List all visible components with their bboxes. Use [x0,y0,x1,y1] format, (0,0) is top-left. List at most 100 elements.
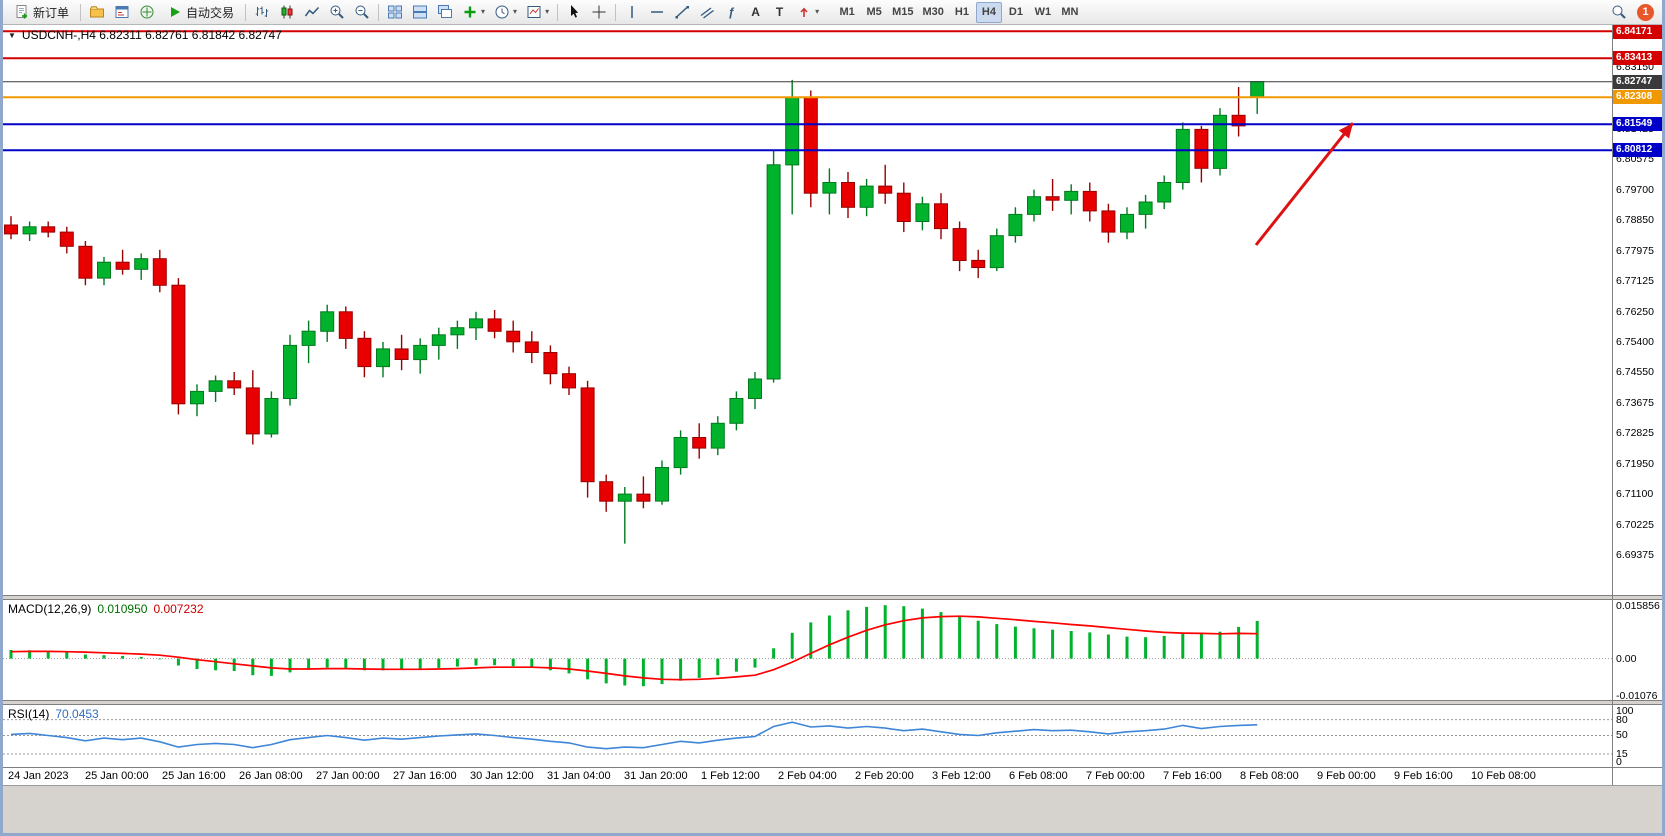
price-line-badge: 6.81549 [1613,117,1662,131]
price-line-badge: 6.80812 [1613,143,1662,157]
channel-tool-button[interactable] [695,2,719,23]
time-axis-label: 31 Jan 04:00 [547,770,611,782]
panel-divider[interactable] [3,700,1612,705]
time-axis-label: 24 Jan 2023 [8,770,69,782]
price-axis-label: 6.72825 [1616,427,1654,439]
market-watch-icon [115,6,129,18]
separator [615,3,617,21]
time-axis-label: 2 Feb 20:00 [855,770,914,782]
line-chart-button[interactable] [300,2,324,23]
auto-trading-button[interactable]: 自动交易 [160,2,241,23]
symbol-ohlc-text: USDCNH-,H4 6.82311 6.82761 6.81842 6.827… [21,28,282,42]
chevron-down-icon: ▾ [513,7,518,16]
timeframe-button-h4[interactable]: H4 [975,1,1002,23]
notification-badge[interactable]: 1 [1637,3,1654,21]
zoom-in-button[interactable] [325,2,349,23]
crosshair-tool-button[interactable] [587,2,611,23]
cursor-tool-button[interactable] [562,2,586,23]
timeframe-button-m30[interactable]: M30 [922,6,944,18]
rsi-axis-label: 100 [1616,705,1634,717]
time-axis-label: 2 Feb 04:00 [778,770,837,782]
rsi-chart-canvas [3,719,1612,755]
rsi-axis-label: 15 [1616,748,1628,760]
macd-label: MACD(12,26,9) [8,602,92,616]
time-axis-label: 9 Feb 16:00 [1394,770,1453,782]
time-axis[interactable]: 24 Jan 2023 25 Jan 00:00 25 Jan 16:00 26 Ja… [3,767,1612,785]
rsi-panel[interactable]: RSI(14) 70.0453 [3,705,1612,767]
timeframe-group: M1 M5 M15 M30 H1 H4 D1 W1 MN [834,1,1083,23]
macd-axis[interactable]: 0.015856 0.00 -0.01076 [1613,600,1662,700]
rsi-axis-label: 0 [1616,756,1622,767]
price-axis-label: 6.78850 [1616,214,1654,226]
candlestick-chart-canvas [3,30,1612,544]
macd-panel[interactable]: MACD(12,26,9) 0.010950 0.007232 [3,600,1612,700]
macd-axis-label: -0.01076 [1616,690,1658,700]
search-button[interactable] [1607,2,1631,23]
time-axis-label: 10 Feb 08:00 [1471,770,1536,782]
cascade-windows-button[interactable] [433,2,457,23]
one-click-trading-collapse-icon[interactable]: ▼ [8,30,16,40]
timeframe-button-m1[interactable]: M1 [839,6,855,18]
toolbar: 新订单 自动交易 [3,0,1662,25]
separator [80,3,82,21]
time-axis-label: 8 Feb 08:00 [1240,770,1299,782]
macd-label-row: MACD(12,26,9) 0.010950 0.007232 [8,602,204,616]
arrows-tool-button[interactable]: ▾ [792,2,823,23]
time-axis-label: 31 Jan 20:00 [624,770,688,782]
chart-profiles-button[interactable] [85,2,109,23]
macd-main-value: 0.010950 [97,602,148,616]
price-axis-label: 6.70225 [1616,519,1654,531]
timeframe-button-m15[interactable]: M15 [892,6,914,18]
rsi-axis-label: 50 [1616,729,1628,741]
macd-axis-label: 0.015856 [1616,600,1660,612]
bar-chart-button[interactable] [250,2,274,23]
trendline-tool-button[interactable] [670,2,694,23]
panel-divider[interactable] [3,595,1612,600]
vertical-line-icon [631,6,633,18]
main-chart[interactable]: ▼ USDCNH-,H4 6.82311 6.82761 6.81842 6.8… [3,25,1612,595]
template-chart-icon [527,6,541,18]
play-icon [171,7,181,17]
vertical-line-tool-button[interactable] [620,2,644,23]
price-axis[interactable]: 6.831506.814256.805756.797006.788506.779… [1613,25,1662,595]
templates-button[interactable]: ▾ [522,2,553,23]
text-tool-button[interactable]: A [744,2,767,23]
time-axis-label: 27 Jan 00:00 [316,770,380,782]
zoom-in-icon [330,5,344,19]
zoom-out-button[interactable] [350,2,374,23]
price-axis-label: 6.74550 [1616,366,1654,378]
tile-windows-button[interactable] [383,2,407,23]
timeframe-button-d1[interactable]: D1 [1008,6,1023,18]
price-axis-column[interactable]: 6.831506.814256.805756.797006.788506.779… [1612,25,1662,785]
candlestick-icon [281,5,293,19]
folder-icon [90,6,105,18]
tile-horizontal-button[interactable] [408,2,432,23]
rsi-label: RSI(14) [8,707,50,721]
price-line-badge: 6.82308 [1613,90,1662,104]
time-axis-label: 9 Feb 00:00 [1317,770,1376,782]
rsi-axis[interactable]: 100 80 50 15 0 [1613,705,1662,767]
candlestick-chart-button[interactable] [275,2,299,23]
fibonacci-tool-button[interactable]: ƒ [720,2,743,23]
navigator-button[interactable] [135,2,159,23]
new-order-button[interactable]: 新订单 [7,2,76,23]
timeframe-button-m5[interactable]: M5 [866,6,882,18]
time-axis-label: 25 Jan 16:00 [162,770,226,782]
horizontal-line-tool-button[interactable] [645,2,669,23]
timeframe-button-mn[interactable]: MN [1061,6,1079,18]
label-tool-button[interactable]: T [768,2,791,23]
periods-button[interactable]: ▾ [490,2,521,23]
clock-icon [495,5,509,19]
market-watch-button[interactable] [110,2,134,23]
timeframe-button-w1[interactable]: W1 [1034,6,1052,18]
chevron-down-icon: ▾ [815,7,820,16]
time-axis-label: 6 Feb 08:00 [1009,770,1068,782]
timeframe-button-h1[interactable]: H1 [954,6,969,18]
macd-signal-value: 0.007232 [153,602,204,616]
window-bottom-area [3,785,1662,833]
crosshair-icon [592,5,606,19]
separator [378,3,380,21]
macd-axis-label: 0.00 [1616,653,1637,665]
indicators-button[interactable]: ▾ [458,2,489,23]
